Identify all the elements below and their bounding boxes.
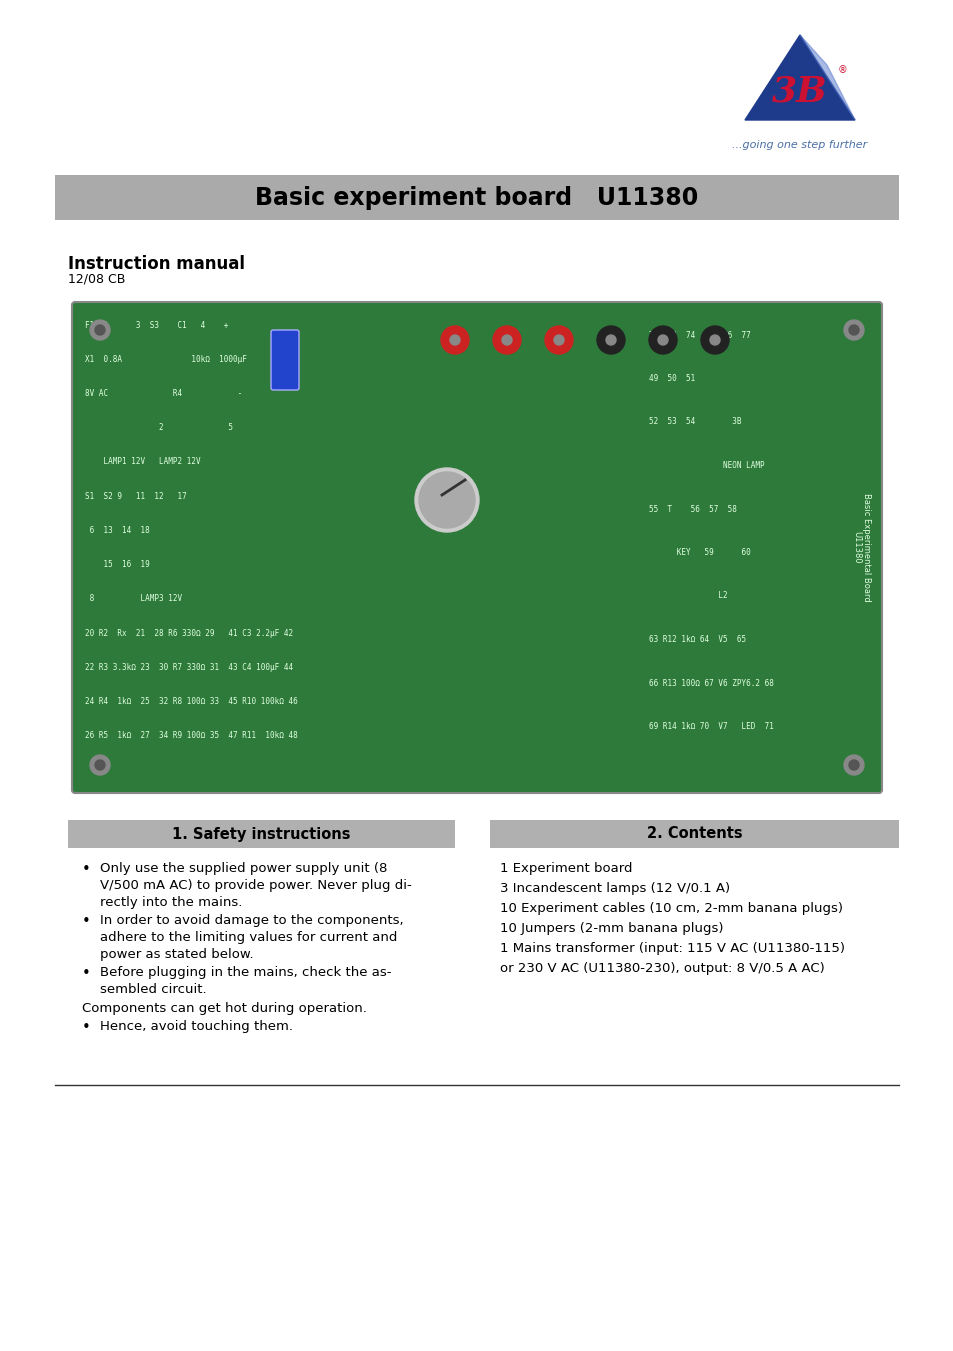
Text: S1  S2 9   11  12   17: S1 S2 9 11 12 17 <box>85 492 187 501</box>
Text: •: • <box>82 966 91 981</box>
FancyBboxPatch shape <box>271 330 298 390</box>
Text: •: • <box>82 862 91 877</box>
Text: NEON LAMP: NEON LAMP <box>648 461 763 470</box>
Text: ...going one step further: ...going one step further <box>732 141 866 150</box>
Circle shape <box>700 326 728 354</box>
Circle shape <box>95 326 105 335</box>
Circle shape <box>709 335 720 345</box>
Text: 10 Experiment cables (10 cm, 2-mm banana plugs): 10 Experiment cables (10 cm, 2-mm banana… <box>499 902 842 915</box>
Circle shape <box>597 326 624 354</box>
Circle shape <box>843 755 863 775</box>
Text: 2              5: 2 5 <box>85 423 233 432</box>
Text: 1 Experiment board: 1 Experiment board <box>499 862 632 875</box>
FancyBboxPatch shape <box>55 176 898 220</box>
Text: or 230 V AC (U11380-230), output: 8 V/0.5 A AC): or 230 V AC (U11380-230), output: 8 V/0.… <box>499 962 824 975</box>
Text: Hence, avoid touching them.: Hence, avoid touching them. <box>100 1020 293 1034</box>
Text: 3B: 3B <box>771 76 827 109</box>
Polygon shape <box>800 35 854 120</box>
Polygon shape <box>744 35 854 120</box>
Text: 66 R13 100Ω 67 V6 ZPY6.2 68: 66 R13 100Ω 67 V6 ZPY6.2 68 <box>648 678 773 688</box>
Text: 63 R12 1kΩ 64  V5  65: 63 R12 1kΩ 64 V5 65 <box>648 635 745 644</box>
Text: 55  T    56  57  58: 55 T 56 57 58 <box>648 504 736 513</box>
Circle shape <box>501 335 512 345</box>
Text: 26 R5  1kΩ  27  34 R9 100Ω 35  47 R11  10kΩ 48: 26 R5 1kΩ 27 34 R9 100Ω 35 47 R11 10kΩ 4… <box>85 731 297 740</box>
Text: ®: ® <box>838 65 847 76</box>
Circle shape <box>605 335 616 345</box>
Text: 8          LAMP3 12V: 8 LAMP3 12V <box>85 594 182 604</box>
Text: 22 R3 3.3kΩ 23  30 R7 330Ω 31  43 C4 100µF 44: 22 R3 3.3kΩ 23 30 R7 330Ω 31 43 C4 100µF… <box>85 663 293 671</box>
Circle shape <box>415 467 478 532</box>
Text: Only use the supplied power supply unit (8
V/500 mA AC) to provide power. Never : Only use the supplied power supply unit … <box>100 862 412 909</box>
FancyBboxPatch shape <box>71 303 882 793</box>
Circle shape <box>95 761 105 770</box>
Text: •: • <box>82 1020 91 1035</box>
Text: 3 Incandescent lamps (12 V/0.1 A): 3 Incandescent lamps (12 V/0.1 A) <box>499 882 729 894</box>
Text: U11380: U11380 <box>852 531 861 563</box>
Text: 6  13  14  18: 6 13 14 18 <box>85 526 150 535</box>
Text: KEY   59      60: KEY 59 60 <box>648 549 750 557</box>
Text: Instruction manual: Instruction manual <box>68 255 245 273</box>
Circle shape <box>90 755 110 775</box>
Text: 2. Contents: 2. Contents <box>646 827 741 842</box>
Text: 52  53  54        3B: 52 53 54 3B <box>648 417 740 427</box>
Text: 72  73  74  75  76  77: 72 73 74 75 76 77 <box>648 331 750 339</box>
Text: X1  0.8A               10kΩ  1000µF: X1 0.8A 10kΩ 1000µF <box>85 355 247 363</box>
Text: Basic experiment board   U11380: Basic experiment board U11380 <box>255 185 698 209</box>
Text: 24 R4  1kΩ  25  32 R8 100Ω 33  45 R10 100kΩ 46: 24 R4 1kΩ 25 32 R8 100Ω 33 45 R10 100kΩ … <box>85 697 297 707</box>
Text: 12/08 CB: 12/08 CB <box>68 273 125 286</box>
Text: L2: L2 <box>648 592 727 600</box>
Circle shape <box>440 326 469 354</box>
Text: 8V AC              R4            -: 8V AC R4 - <box>85 389 242 399</box>
Text: Basic Experimental Board: Basic Experimental Board <box>862 493 871 603</box>
FancyBboxPatch shape <box>490 820 898 848</box>
Circle shape <box>843 320 863 340</box>
Circle shape <box>554 335 563 345</box>
Text: •: • <box>82 915 91 929</box>
Circle shape <box>658 335 667 345</box>
Text: 49  50  51: 49 50 51 <box>648 374 695 382</box>
Text: 20 R2  Rx  21  28 R6 330Ω 29   41 C3 2.2µF 42: 20 R2 Rx 21 28 R6 330Ω 29 41 C3 2.2µF 42 <box>85 628 293 638</box>
Circle shape <box>450 335 459 345</box>
Text: 15  16  19: 15 16 19 <box>85 561 150 569</box>
Circle shape <box>848 761 858 770</box>
Circle shape <box>493 326 520 354</box>
Text: 10 Jumpers (2-mm banana plugs): 10 Jumpers (2-mm banana plugs) <box>499 921 722 935</box>
Circle shape <box>648 326 677 354</box>
Text: 1. Safety instructions: 1. Safety instructions <box>172 827 351 842</box>
Circle shape <box>418 471 475 528</box>
Circle shape <box>848 326 858 335</box>
FancyBboxPatch shape <box>68 820 455 848</box>
Text: Components can get hot during operation.: Components can get hot during operation. <box>82 1002 367 1015</box>
Circle shape <box>90 320 110 340</box>
Text: Before plugging in the mains, check the as-
sembled circuit.: Before plugging in the mains, check the … <box>100 966 391 996</box>
Text: 1 Mains transformer (input: 115 V AC (U11380-115): 1 Mains transformer (input: 115 V AC (U1… <box>499 942 844 955</box>
Text: F1  1      3  S3    C1   4    +: F1 1 3 S3 C1 4 + <box>85 320 228 330</box>
Circle shape <box>544 326 573 354</box>
Text: LAMP1 12V   LAMP2 12V: LAMP1 12V LAMP2 12V <box>85 458 200 466</box>
Text: In order to avoid damage to the components,
adhere to the limiting values for cu: In order to avoid damage to the componen… <box>100 915 403 961</box>
Text: 69 R14 1kΩ 70  V7   LED  71: 69 R14 1kΩ 70 V7 LED 71 <box>648 721 773 731</box>
